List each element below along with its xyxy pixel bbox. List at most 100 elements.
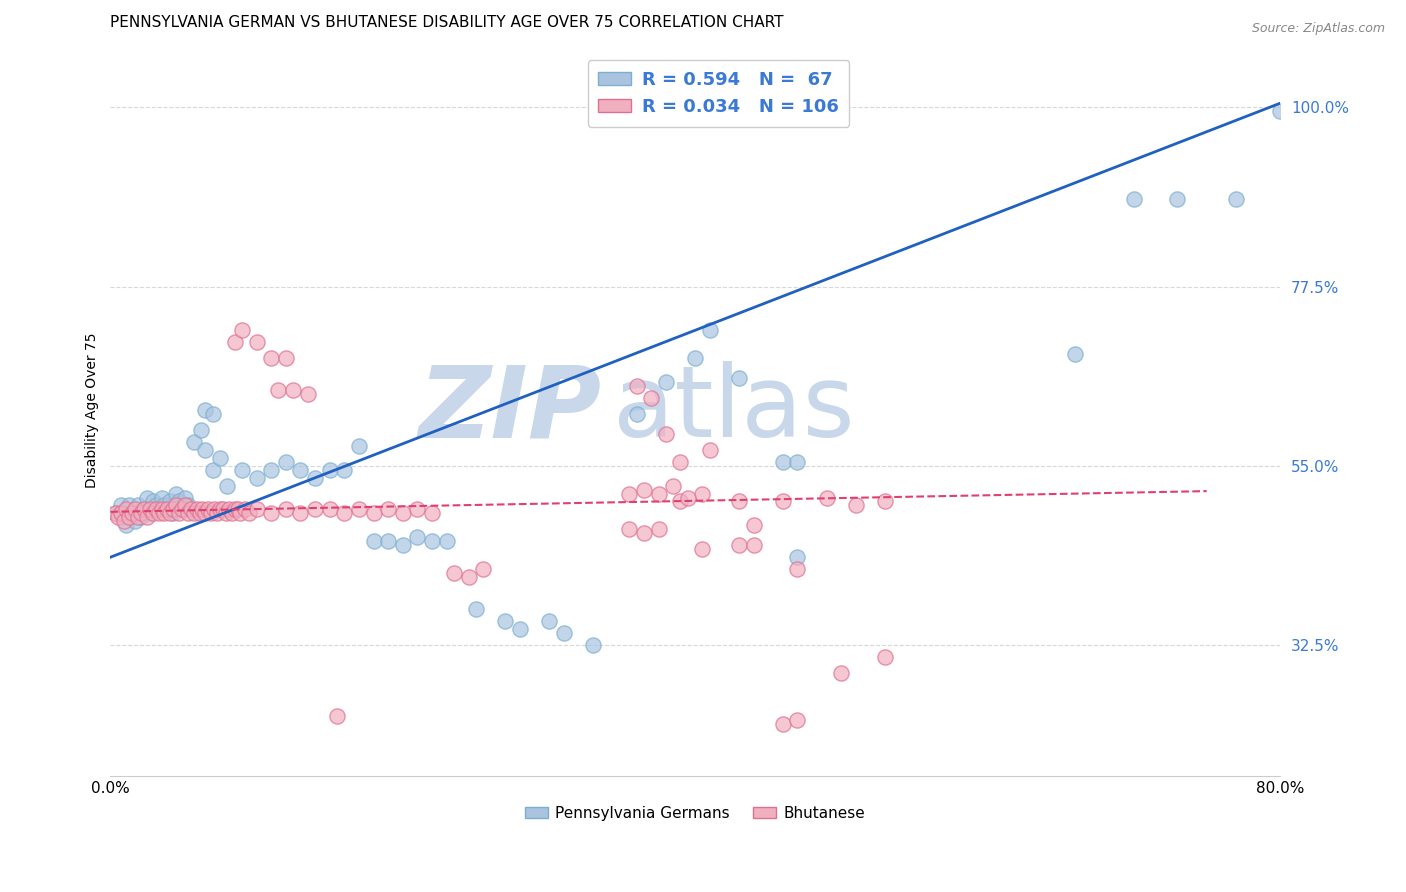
Point	[260, 462, 283, 476]
Point	[148, 507, 170, 521]
Point	[194, 403, 217, 417]
Point	[165, 486, 187, 500]
Point	[153, 499, 176, 513]
Point	[786, 455, 808, 469]
Point	[274, 351, 297, 366]
Point	[457, 570, 479, 584]
Point	[274, 455, 297, 469]
Text: atlas: atlas	[613, 361, 855, 458]
Point	[297, 387, 319, 401]
Point	[188, 507, 211, 521]
Point	[156, 502, 179, 516]
Point	[233, 502, 256, 516]
Point	[112, 510, 135, 524]
Point	[205, 507, 228, 521]
Point	[238, 507, 260, 521]
Point	[494, 614, 516, 628]
Point	[647, 522, 669, 536]
Point	[231, 462, 253, 476]
Point	[177, 507, 200, 521]
Point	[772, 717, 794, 731]
Point	[669, 455, 692, 469]
Point	[699, 323, 721, 337]
Point	[347, 502, 370, 516]
Point	[194, 507, 217, 521]
Point	[669, 494, 692, 508]
Point	[318, 502, 340, 516]
Point	[180, 502, 202, 516]
Text: Source: ZipAtlas.com: Source: ZipAtlas.com	[1251, 22, 1385, 36]
Point	[728, 538, 751, 552]
Point	[377, 534, 399, 549]
Point	[274, 502, 297, 516]
Point	[1122, 192, 1144, 206]
Point	[148, 502, 170, 516]
Point	[208, 502, 231, 516]
Point	[1268, 104, 1291, 119]
Point	[224, 502, 246, 516]
Point	[129, 510, 152, 524]
Point	[167, 494, 190, 508]
Point	[464, 602, 486, 616]
Point	[742, 518, 765, 533]
Point	[167, 507, 190, 521]
Point	[226, 502, 249, 516]
Point	[118, 510, 141, 524]
Point	[150, 502, 173, 516]
Point	[633, 483, 655, 497]
Point	[699, 442, 721, 457]
Point	[159, 507, 181, 521]
Point	[845, 499, 868, 513]
Point	[772, 494, 794, 508]
Point	[121, 507, 143, 521]
Point	[742, 538, 765, 552]
Point	[245, 335, 267, 350]
Point	[333, 462, 356, 476]
Y-axis label: Disability Age Over 75: Disability Age Over 75	[86, 332, 100, 488]
Point	[127, 499, 149, 513]
Point	[391, 538, 413, 552]
Point	[245, 470, 267, 484]
Point	[174, 499, 197, 513]
Point	[290, 507, 312, 521]
Point	[662, 478, 685, 492]
Point	[391, 507, 413, 521]
Point	[183, 507, 205, 521]
Point	[145, 502, 167, 516]
Point	[170, 502, 193, 516]
Point	[873, 649, 896, 664]
Point	[183, 434, 205, 449]
Point	[619, 522, 641, 536]
Point	[224, 335, 246, 350]
Point	[304, 470, 326, 484]
Point	[191, 502, 214, 516]
Point	[281, 383, 304, 397]
Point	[112, 515, 135, 529]
Point	[245, 502, 267, 516]
Point	[633, 526, 655, 541]
Point	[136, 491, 159, 505]
Point	[347, 439, 370, 453]
Point	[202, 502, 225, 516]
Point	[124, 515, 146, 529]
Point	[406, 502, 429, 516]
Point	[537, 821, 560, 835]
Point	[553, 625, 575, 640]
Point	[728, 371, 751, 385]
Point	[436, 534, 458, 549]
Point	[170, 502, 193, 516]
Point	[377, 502, 399, 516]
Point	[186, 502, 208, 516]
Point	[105, 507, 128, 521]
Point	[443, 566, 465, 581]
Point	[626, 379, 648, 393]
Point	[201, 407, 224, 421]
Point	[124, 502, 146, 516]
Point	[786, 550, 808, 565]
Point	[177, 499, 200, 513]
Point	[159, 494, 181, 508]
Point	[1225, 192, 1247, 206]
Point	[290, 462, 312, 476]
Point	[830, 665, 852, 680]
Point	[326, 709, 349, 723]
